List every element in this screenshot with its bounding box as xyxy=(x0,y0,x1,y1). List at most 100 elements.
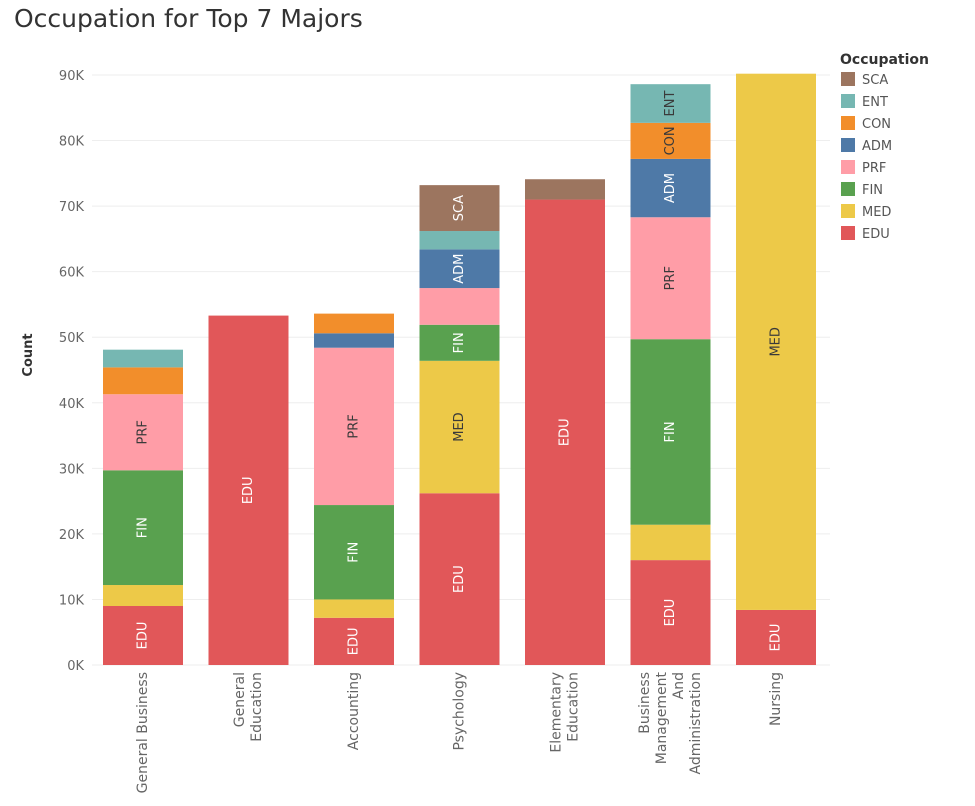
category-label: Psychology xyxy=(452,672,468,751)
category-label-line: Administration xyxy=(688,672,704,774)
category-label: Accounting xyxy=(346,672,362,750)
y-tick-label: 0K xyxy=(67,659,84,674)
chart-title: Occupation for Top 7 Majors xyxy=(14,4,363,33)
legend-label-con: CON xyxy=(862,117,891,132)
legend: Occupation SCA ENT CON ADM PRF FIN MED EDU xyxy=(840,52,929,242)
category-label-line: Psychology xyxy=(452,672,468,751)
legend-label-edu: EDU xyxy=(862,227,890,242)
bar-segment-edu xyxy=(314,617,394,665)
legend-title: Occupation xyxy=(840,52,929,68)
segment-label: FIN xyxy=(663,421,678,442)
bar-segment-adm xyxy=(419,249,500,289)
bar-segment-con xyxy=(630,122,711,159)
legend-swatch-fin xyxy=(841,182,855,196)
bar-segment-con xyxy=(103,367,183,395)
bar-segment-fin xyxy=(314,505,394,600)
segment-label: EDU xyxy=(558,418,573,446)
y-tick-label: 60K xyxy=(59,266,85,281)
category-label-line: Education xyxy=(249,672,265,742)
bar-segment-edu xyxy=(525,199,605,666)
y-tick-label: 30K xyxy=(59,462,85,477)
category-label-line: Management xyxy=(654,672,670,765)
category-label-line: And xyxy=(671,672,687,699)
category-label: Elementary Education xyxy=(549,672,582,753)
segment-label: EDU xyxy=(452,565,467,593)
category-label: Business Management And Administration xyxy=(637,672,704,775)
bar-segment-ent xyxy=(630,84,711,123)
category-label: General Education xyxy=(232,672,265,742)
segment-label: PRF xyxy=(136,420,151,444)
bar-segment-edu xyxy=(736,609,816,665)
segment-label: EDU xyxy=(347,628,362,656)
bar-segment-med xyxy=(314,599,394,618)
x-axis: General Business General Education Accounti… xyxy=(135,672,784,794)
bar-segment-edu xyxy=(208,315,289,665)
bar-segment-ent xyxy=(103,349,183,368)
bars: EDU FIN PRF EDU EDU FIN PRF EDU MED FIN ADM SCA EDU E… xyxy=(103,73,816,666)
legend-label-adm: ADM xyxy=(862,139,892,154)
legend-swatch-prf xyxy=(841,160,855,174)
y-tick-label: 40K xyxy=(59,397,85,412)
bar-segment-sca xyxy=(525,179,605,200)
y-tick-label: 80K xyxy=(59,135,85,150)
bar-segment-fin xyxy=(630,339,711,525)
category-label-line: Business xyxy=(637,672,653,734)
legend-swatch-ent xyxy=(841,94,855,108)
y-tick-label: 10K xyxy=(59,593,85,608)
segment-label: EDU xyxy=(663,599,678,627)
segment-label: ADM xyxy=(663,173,678,203)
y-axis: 0K 10K 20K 30K 40K 50K 60K 70K 80K 90K xyxy=(59,69,85,674)
segment-label: FIN xyxy=(136,517,151,538)
category-label-line: General Business xyxy=(135,672,151,793)
segment-label: PRF xyxy=(663,266,678,290)
category-label: Nursing xyxy=(768,672,784,726)
category-label-line: Education xyxy=(566,672,582,742)
y-tick-label: 50K xyxy=(59,331,85,346)
category-label-line: Nursing xyxy=(768,672,784,726)
legend-swatch-sca xyxy=(841,72,855,86)
legend-label-prf: PRF xyxy=(862,161,886,176)
segment-label: ENT xyxy=(663,91,678,117)
legend-label-ent: ENT xyxy=(862,95,888,110)
category-label-line: Accounting xyxy=(346,672,362,750)
bar-segment-fin xyxy=(419,324,500,361)
bar-segment-prf xyxy=(103,394,183,471)
legend-label-med: MED xyxy=(862,205,891,220)
bar-segment-edu xyxy=(103,606,183,665)
legend-label-sca: SCA xyxy=(862,73,888,88)
y-tick-label: 70K xyxy=(59,200,85,215)
bar-segment-med xyxy=(630,524,711,561)
bar-segment-ent xyxy=(419,231,500,250)
segment-label: CON xyxy=(663,126,678,155)
bar-segment-sca xyxy=(419,185,500,232)
category-label: General Business xyxy=(135,672,151,793)
bar-segment-adm xyxy=(314,333,394,348)
segment-label: FIN xyxy=(347,542,362,563)
bar-segment-adm xyxy=(630,158,711,218)
segment-label: MED xyxy=(769,327,784,356)
y-tick-label: 90K xyxy=(59,69,85,84)
bar-segment-prf xyxy=(419,288,500,325)
legend-swatch-edu xyxy=(841,226,855,240)
bar-segment-prf xyxy=(314,347,394,506)
category-label-line: Elementary xyxy=(549,672,565,753)
bar-segment-med xyxy=(736,73,816,610)
category-label-line: General xyxy=(232,672,248,727)
segment-label: EDU xyxy=(136,622,151,650)
segment-label: ADM xyxy=(452,254,467,284)
segment-label: EDU xyxy=(241,476,256,504)
legend-swatch-med xyxy=(841,204,855,218)
legend-swatch-con xyxy=(841,116,855,130)
segment-label: SCA xyxy=(452,195,467,221)
bar-segment-med xyxy=(419,360,500,494)
bar-segment-edu xyxy=(419,493,500,665)
segment-label: FIN xyxy=(452,332,467,353)
bar-segment-edu xyxy=(630,560,711,665)
y-tick-label: 20K xyxy=(59,528,85,543)
bar-segment-prf xyxy=(630,217,711,340)
y-axis-label: Count xyxy=(21,333,36,376)
segment-label: PRF xyxy=(347,414,362,438)
segment-label: MED xyxy=(452,412,467,441)
bar-segment-fin xyxy=(103,470,183,586)
